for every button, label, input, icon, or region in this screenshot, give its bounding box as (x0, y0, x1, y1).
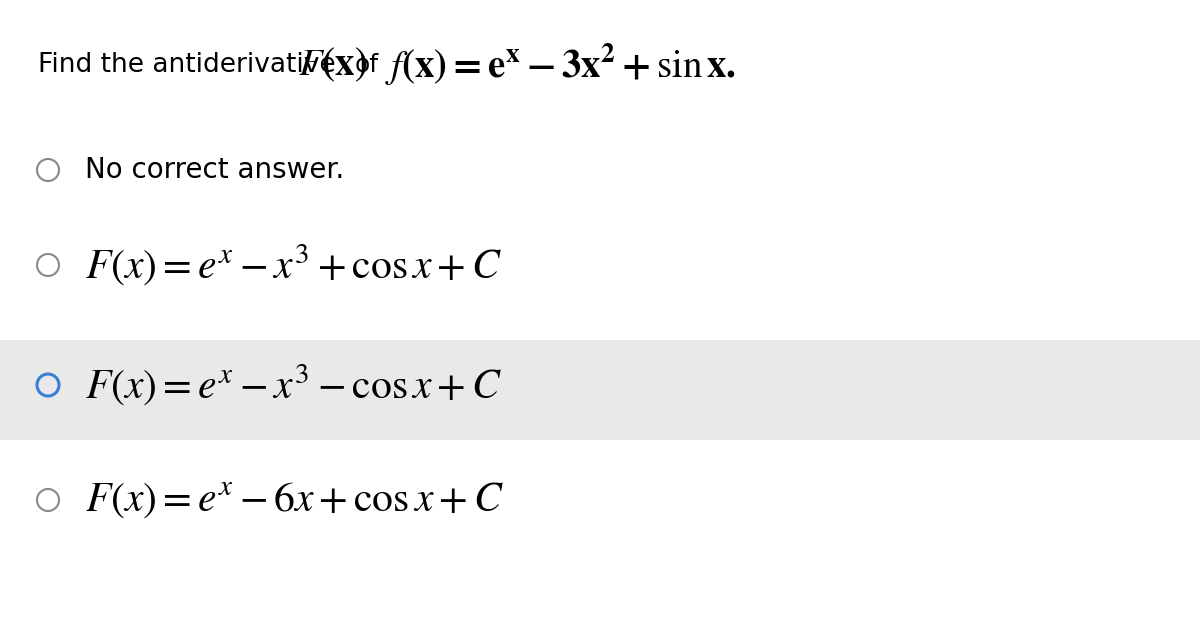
Text: $F(x) = e^x - 6x + \cos x + C$: $F(x) = e^x - 6x + \cos x + C$ (85, 480, 504, 520)
FancyBboxPatch shape (0, 340, 1200, 440)
Text: $F(x) = e^x - x^3 + \cos x + C$: $F(x) = e^x - x^3 + \cos x + C$ (85, 242, 502, 288)
Text: of: of (355, 53, 379, 77)
Text: $\bf\mathit{F}$$\bf(x)$: $\bf\mathit{F}$$\bf(x)$ (298, 46, 367, 84)
Text: $\bf\mathit{f}(x) = e^x - 3x^2 + \sin x.$: $\bf\mathit{f}(x) = e^x - 3x^2 + \sin x.… (385, 42, 737, 88)
Text: Find the antiderivative: Find the antiderivative (38, 52, 344, 78)
Text: $F(x) = e^x - x^3 - \cos x + C$: $F(x) = e^x - x^3 - \cos x + C$ (85, 362, 502, 408)
Text: No correct answer.: No correct answer. (85, 156, 344, 184)
